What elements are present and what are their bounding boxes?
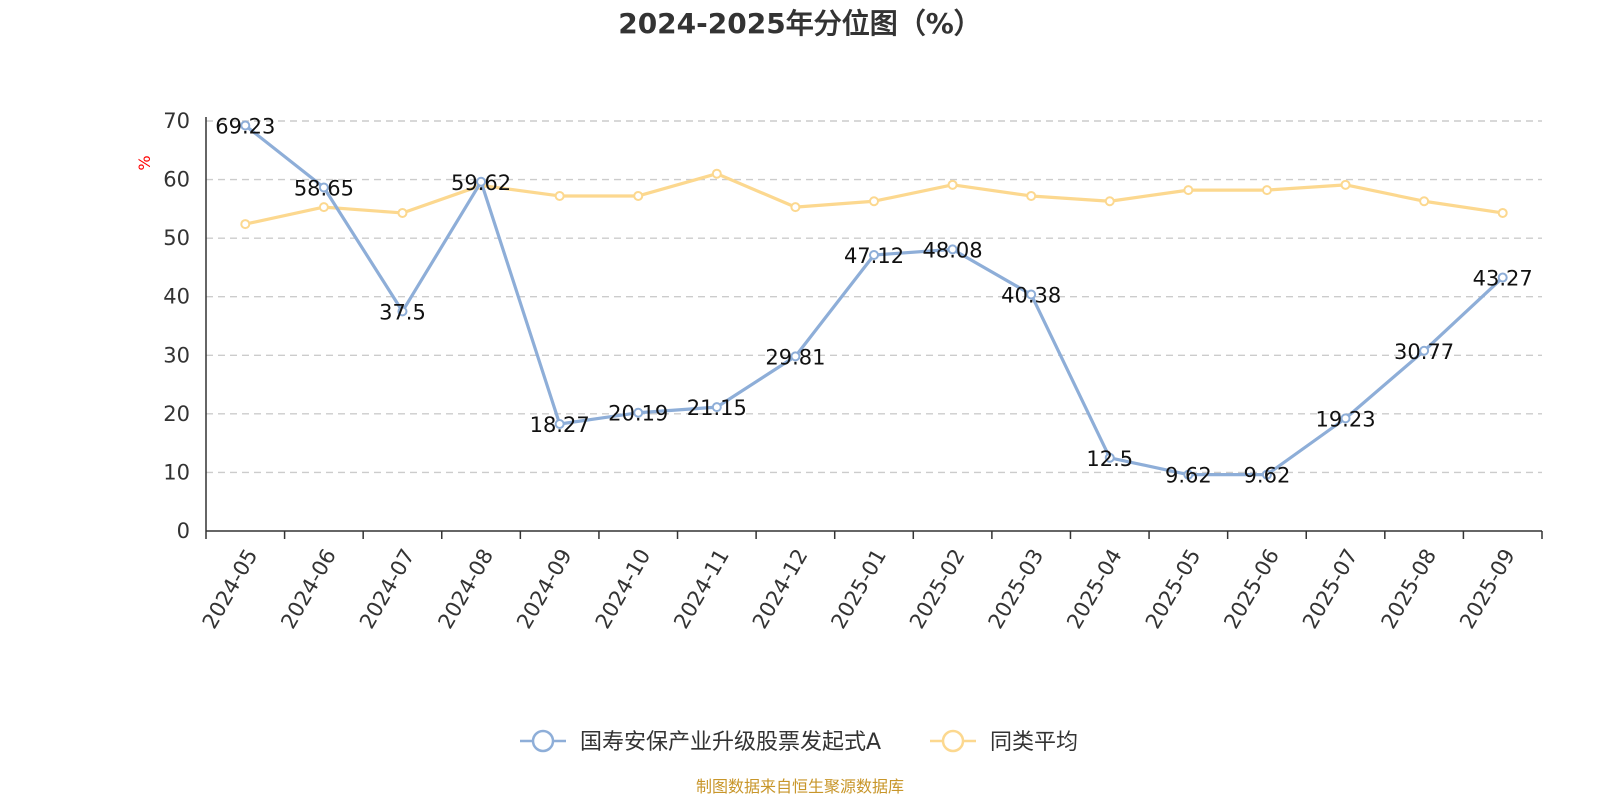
data-point[interactable] [1026, 289, 1037, 300]
data-label: 69.23 [215, 115, 275, 139]
data-point[interactable] [240, 120, 251, 131]
x-tick-label: 2025-07 [1298, 545, 1363, 633]
data-point[interactable] [554, 418, 565, 429]
data-point[interactable] [869, 250, 879, 261]
data-point[interactable] [1261, 185, 1272, 196]
legend-swatch-circle [531, 729, 555, 753]
data-point[interactable] [790, 202, 801, 213]
data-label: 12.5 [1086, 447, 1133, 471]
data-point[interactable] [318, 202, 329, 213]
data-label: 19.23 [1315, 407, 1375, 431]
legend-swatch-circle [941, 729, 965, 753]
data-point[interactable] [318, 182, 329, 193]
data-point[interactable] [633, 407, 644, 418]
source-note: 制图数据来自恒生聚源数据库 [696, 777, 904, 796]
data-point[interactable] [711, 402, 722, 413]
y-tick-label: 50 [163, 226, 190, 250]
data-label: 9.62 [1244, 464, 1291, 488]
data-point[interactable] [1497, 207, 1508, 218]
x-tick-label: 2024-12 [748, 545, 813, 633]
x-tick-label: 2024-05 [198, 545, 263, 633]
x-tick-label: 2024-06 [276, 545, 341, 633]
data-labels: 69.23 58.65 37.5 59.62 18.27 20.19 21.15 29.81 4… [215, 115, 1533, 488]
x-tick-label: 2024-11 [669, 545, 734, 633]
y-tick-label: 60 [163, 168, 190, 192]
y-tick-label: 0 [177, 519, 190, 543]
x-tick-label: 2025-09 [1455, 545, 1520, 633]
data-label: 9.62 [1165, 464, 1212, 488]
data-point[interactable] [397, 306, 408, 317]
data-point[interactable] [869, 196, 879, 207]
data-point[interactable] [554, 190, 565, 201]
legend-label: 国寿安保产业升级股票发起式A [580, 730, 881, 755]
legend[interactable]: 国寿安保产业升级股票发起式A 同类平均 [520, 729, 1078, 755]
data-point[interactable] [1497, 272, 1508, 283]
y-tick-label: 30 [163, 343, 190, 367]
data-point[interactable] [1183, 469, 1194, 480]
data-label: 30.77 [1394, 340, 1454, 364]
x-tick-label: 2025-05 [1141, 545, 1206, 633]
data-label: 37.5 [379, 300, 426, 324]
x-tick-label: 2024-10 [591, 545, 656, 633]
x-tick-label: 2025-08 [1377, 545, 1442, 633]
y-tick-label: 70 [163, 109, 190, 133]
gridlines [206, 120, 1542, 474]
legend-item-1[interactable]: 同类平均 [930, 729, 1078, 755]
data-point[interactable] [1183, 185, 1194, 196]
data-point[interactable] [1340, 413, 1351, 424]
x-tick-label: 2025-04 [1062, 545, 1127, 633]
data-label: 40.38 [1001, 283, 1061, 307]
data-label: 43.27 [1473, 267, 1533, 291]
y-tick-label: 20 [163, 402, 190, 426]
chart-title: 2024-2025年分位图（%） [618, 7, 982, 40]
data-label: 29.81 [765, 345, 825, 369]
data-point[interactable] [947, 244, 958, 255]
x-tick-label: 2024-07 [355, 545, 420, 633]
data-label: 18.27 [530, 413, 590, 437]
data-point[interactable] [790, 351, 801, 362]
data-label: 59.62 [451, 171, 511, 195]
data-point[interactable] [1261, 469, 1272, 480]
data-point[interactable] [1419, 345, 1430, 356]
data-point[interactable] [476, 176, 487, 187]
legend-item-0[interactable]: 国寿安保产业升级股票发起式A [520, 729, 881, 755]
data-point[interactable] [397, 207, 408, 218]
y-axis-unit-label: % [135, 155, 154, 170]
data-point[interactable] [240, 219, 251, 230]
x-tick-label: 2024-08 [433, 545, 498, 633]
data-point[interactable] [947, 179, 958, 190]
x-tick-label: 2025-02 [905, 545, 970, 633]
data-point[interactable] [1026, 190, 1037, 201]
series-line-0 [244, 124, 1504, 477]
x-tick-label: 2025-06 [1219, 545, 1284, 633]
x-tick-label: 2025-01 [826, 545, 891, 633]
x-tick-label: 2024-09 [512, 545, 577, 633]
data-label: 48.08 [923, 238, 983, 262]
legend-label: 同类平均 [990, 730, 1078, 755]
series-layer [240, 120, 1508, 480]
data-point[interactable] [711, 168, 722, 179]
x-tick-label: 2025-03 [984, 545, 1049, 633]
data-label: 47.12 [844, 244, 904, 268]
data-point[interactable] [1104, 196, 1115, 207]
y-tick-label: 10 [163, 460, 190, 484]
data-label: 20.19 [608, 402, 668, 426]
data-label: 58.65 [294, 176, 354, 200]
data-point[interactable] [1340, 179, 1351, 190]
data-label: 21.15 [687, 396, 747, 420]
data-point[interactable] [633, 190, 644, 201]
y-tick-label: 40 [163, 285, 190, 309]
data-point[interactable] [1419, 196, 1430, 207]
data-point[interactable] [1104, 452, 1115, 463]
